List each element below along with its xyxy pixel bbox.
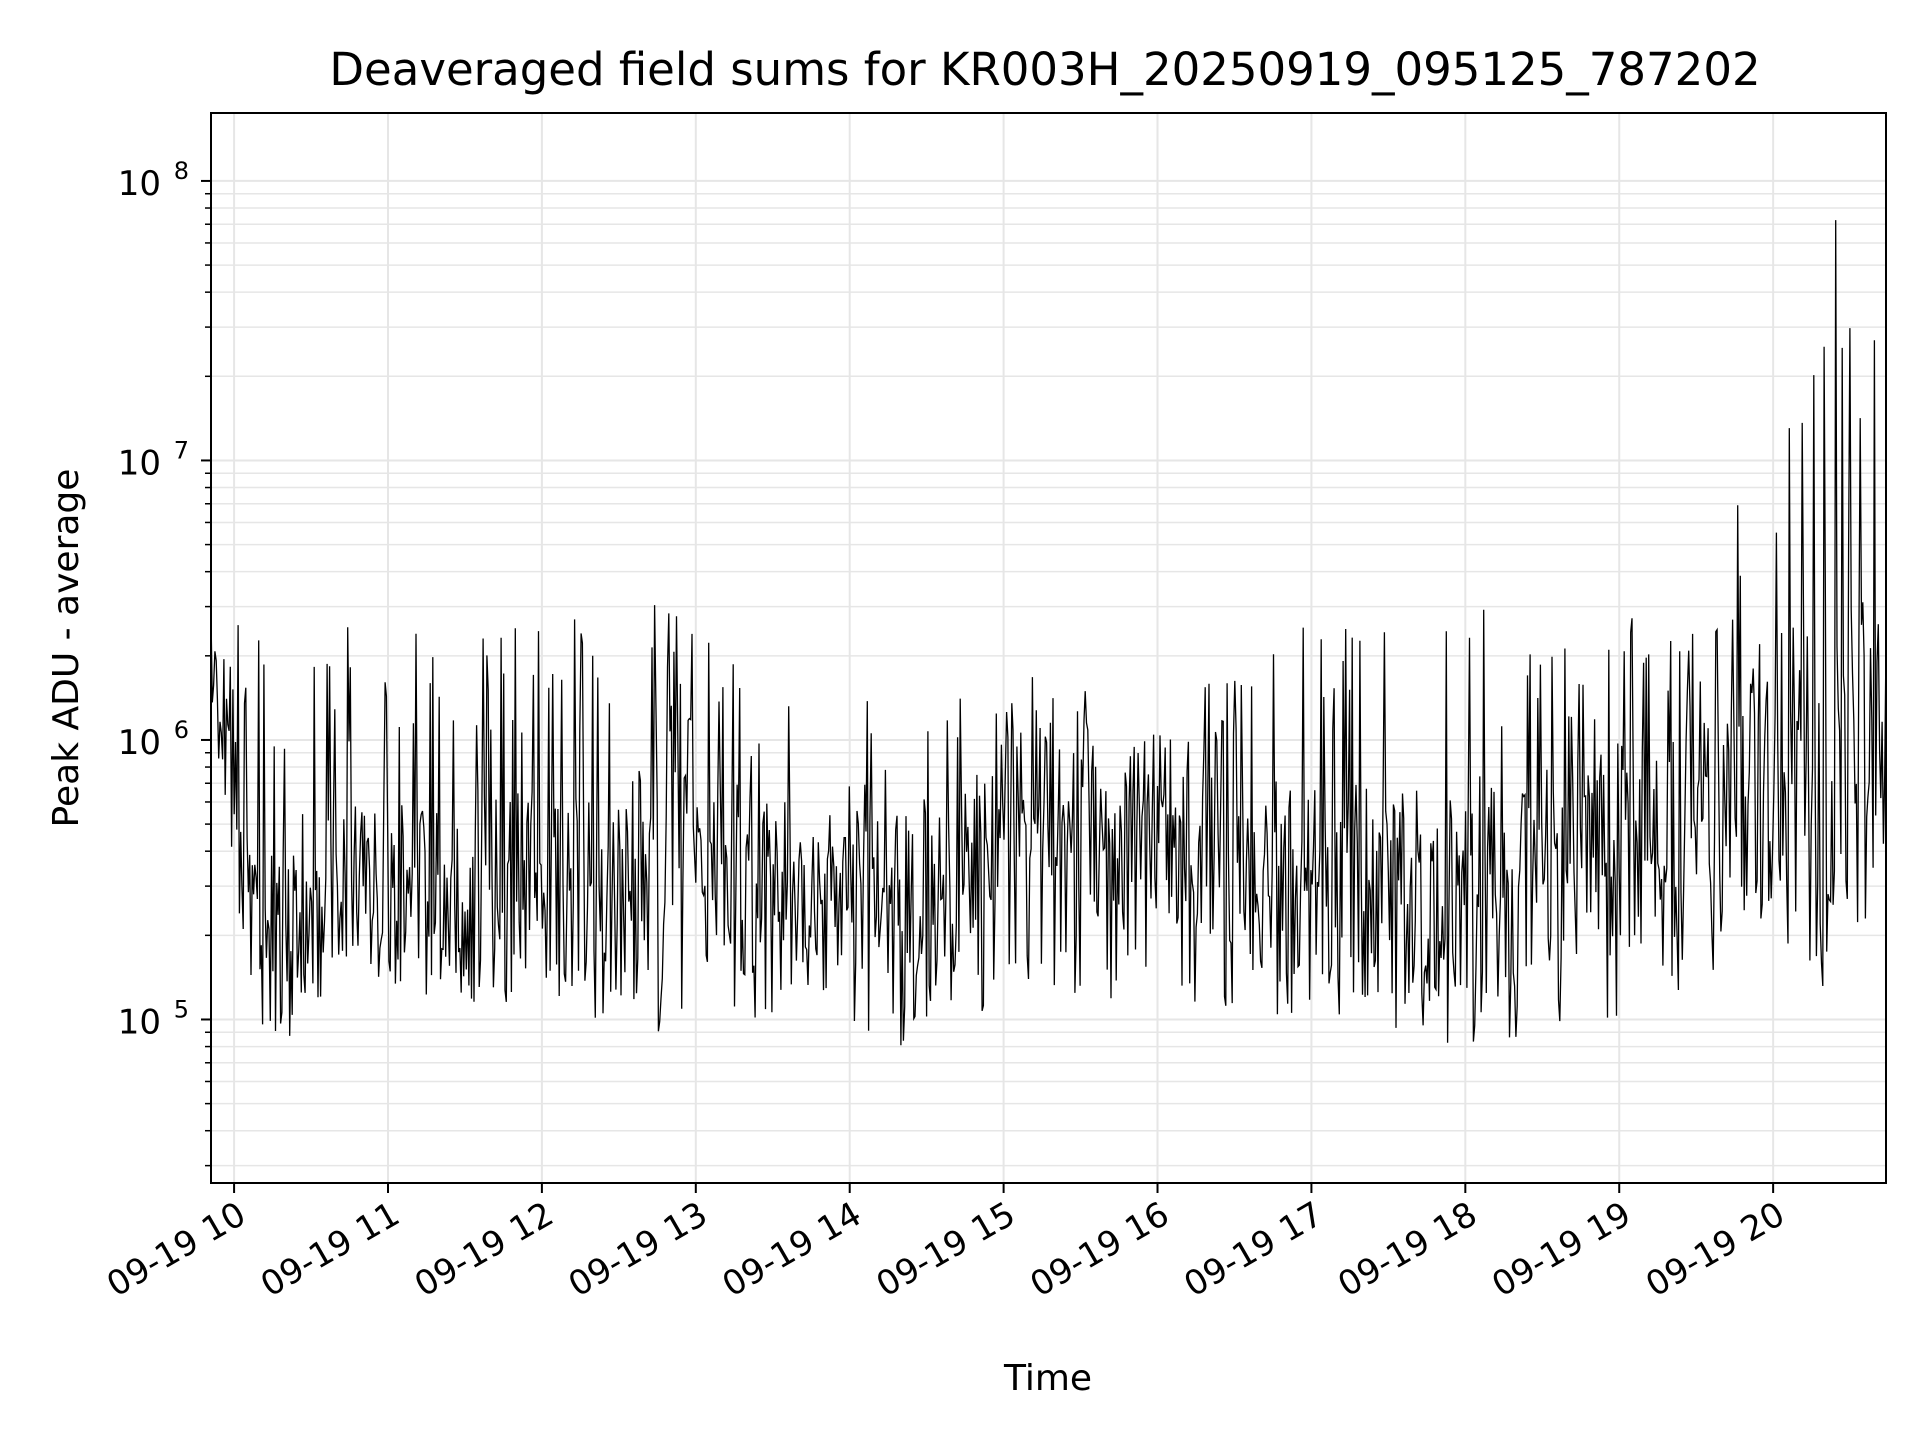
y-tick-label: 10 — [118, 164, 161, 204]
series-line — [210, 220, 1887, 1046]
x-axis-label: Time — [1003, 1358, 1092, 1399]
y-tick-exponent: 7 — [174, 436, 189, 464]
y-tick-exponent: 5 — [174, 995, 189, 1023]
y-axis: 10 5 10 6 10 7 10 8 — [118, 157, 211, 1167]
y-tick-exponent: 6 — [174, 716, 189, 744]
y-tick-exponent: 8 — [174, 157, 189, 185]
y-tick-label: 10 — [118, 723, 161, 763]
plot-frame — [210, 112, 1887, 1184]
chart-title: Deaveraged field sums for KR003H_2025091… — [329, 43, 1760, 96]
series-group — [210, 220, 1887, 1046]
y-tick-label: 10 — [118, 443, 161, 483]
y-axis-label: Peak ADU - average — [46, 469, 87, 828]
y-tick-label: 10 — [118, 1002, 161, 1042]
